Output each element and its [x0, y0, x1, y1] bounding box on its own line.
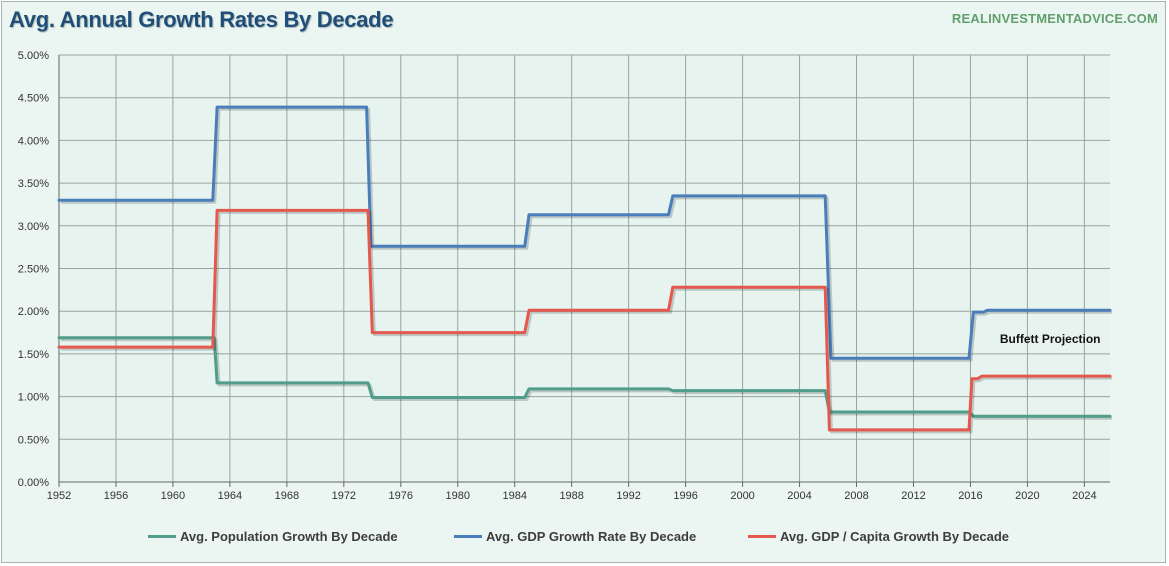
legend-label-gdp: Avg. GDP Growth Rate By Decade: [486, 528, 697, 544]
y-tick-label: 0.00%: [18, 477, 49, 489]
y-tick-label: 3.50%: [18, 178, 49, 190]
x-tick-label: 2004: [787, 490, 811, 502]
x-tick-label: 1980: [446, 490, 470, 502]
annotation-buffett-projection: Buffett Projection: [1000, 332, 1101, 346]
legend-label-gdp-per-capita: Avg. GDP / Capita Growth By Decade: [780, 528, 1009, 544]
chart-title: Avg. Annual Growth Rates By Decade: [9, 7, 394, 32]
legend-swatch-gdp: [454, 534, 482, 538]
x-tick-label: 1964: [218, 490, 242, 502]
series-line-0: [57, 336, 1112, 418]
x-tick-label: 1988: [559, 490, 583, 502]
watermark: REALINVESTMENTADVICE.COM: [951, 11, 1158, 26]
x-tick-label: 1972: [332, 490, 356, 502]
legend: Avg. Population Growth By Decade Avg. GD…: [0, 526, 1169, 546]
y-tick-label: 4.50%: [18, 93, 49, 105]
x-tick-label: 1960: [161, 490, 185, 502]
series-shadow-1: [61, 107, 1112, 362]
y-tick-label: 4.00%: [18, 135, 49, 147]
series-line-2: [57, 208, 1112, 432]
legend-label-population: Avg. Population Growth By Decade: [180, 528, 398, 544]
x-tick-label: 2020: [1015, 490, 1039, 502]
legend-item-gdp-per-capita: Avg. GDP / Capita Growth By Decade: [748, 526, 1009, 546]
legend-swatch-gdp-per-capita: [748, 534, 776, 538]
x-tick-label: 2008: [844, 490, 868, 502]
x-tick-label: 1976: [389, 490, 413, 502]
x-tick-label: 2000: [730, 490, 754, 502]
y-tick-label: 1.50%: [18, 349, 49, 361]
series-shadow-0: [61, 338, 1112, 420]
x-tick-label: 2024: [1072, 490, 1096, 502]
x-tick-label: 1984: [502, 490, 526, 502]
y-tick-label: 5.00%: [18, 50, 49, 62]
x-tick-label: 1992: [616, 490, 640, 502]
legend-swatch-population: [148, 534, 176, 538]
y-tick-label: 2.50%: [18, 264, 49, 276]
legend-item-gdp: Avg. GDP Growth Rate By Decade: [454, 526, 696, 546]
x-tick-label: 1968: [275, 490, 299, 502]
x-tick-label: 1956: [104, 490, 128, 502]
x-tick-label: 2016: [958, 490, 982, 502]
series-line-1: [57, 105, 1112, 360]
x-tick-label: 2012: [901, 490, 925, 502]
y-tick-label: 2.00%: [18, 306, 49, 318]
series-shadow-2: [61, 210, 1112, 434]
y-tick-label: 1.00%: [18, 392, 49, 404]
y-tick-label: 0.50%: [18, 434, 49, 446]
x-tick-label: 1952: [47, 490, 71, 502]
x-tick-label: 1996: [673, 490, 697, 502]
legend-item-population: Avg. Population Growth By Decade: [148, 526, 398, 546]
y-tick-label: 3.00%: [18, 221, 49, 233]
